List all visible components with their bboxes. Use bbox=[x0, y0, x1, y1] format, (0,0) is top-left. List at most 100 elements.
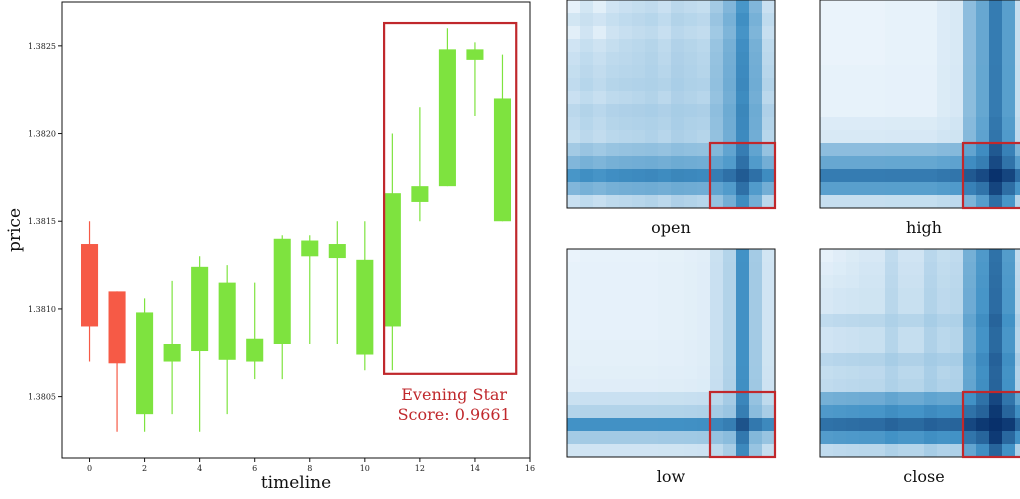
heatmap-cell bbox=[749, 91, 763, 105]
heatmap-cell bbox=[963, 143, 977, 157]
heatmap-cell bbox=[671, 13, 685, 27]
heatmap-cell bbox=[833, 91, 847, 105]
heatmap-cell bbox=[762, 249, 776, 263]
heatmap-cell bbox=[697, 314, 711, 328]
heatmap-cell bbox=[911, 65, 925, 79]
heatmap-cell bbox=[749, 379, 763, 393]
heatmap-cell bbox=[963, 169, 977, 183]
heatmap-cell bbox=[963, 0, 977, 14]
candlestick-chart: 1.3805 1.3810 1.3815 1.3820 1.3825 0 2 4 6 8 10 12… bbox=[5, 1, 535, 493]
heatmap-cell bbox=[723, 91, 737, 105]
heatmap-cell bbox=[684, 249, 698, 263]
heatmap-cell bbox=[762, 327, 776, 341]
heatmap-cell bbox=[684, 65, 698, 79]
heatmap-cell bbox=[937, 340, 951, 354]
heatmap-cell bbox=[885, 275, 899, 289]
candle-body bbox=[411, 186, 429, 202]
heatmap-cell bbox=[911, 26, 925, 40]
heatmap-cell bbox=[671, 288, 685, 302]
heatmap-cell bbox=[950, 249, 964, 263]
heatmap-cell bbox=[859, 130, 873, 144]
heatmap-cell bbox=[833, 169, 847, 183]
heatmap-cell bbox=[710, 418, 724, 432]
heatmap-cell bbox=[924, 249, 938, 263]
heatmap-cell bbox=[606, 262, 620, 276]
heatmap-cell bbox=[911, 301, 925, 315]
heatmap-cell bbox=[658, 39, 672, 53]
heatmap-cell bbox=[658, 130, 672, 144]
heatmap-cell bbox=[684, 405, 698, 419]
heatmap-cell bbox=[924, 39, 938, 53]
heatmap-cell bbox=[1002, 52, 1016, 66]
heatmap-cell bbox=[697, 301, 711, 315]
heatmap-cell bbox=[846, 130, 860, 144]
heatmap-cell bbox=[950, 275, 964, 289]
heatmap-cell bbox=[937, 0, 951, 14]
heatmap-cell bbox=[924, 288, 938, 302]
heatmap-cell bbox=[619, 392, 633, 406]
heatmap-cell bbox=[632, 262, 646, 276]
y-tick-label: 1.3810 bbox=[28, 305, 56, 314]
heatmap-cell bbox=[950, 288, 964, 302]
heatmap-cell bbox=[684, 143, 698, 157]
heatmap-cell bbox=[671, 275, 685, 289]
heatmap-cell bbox=[937, 104, 951, 118]
heatmap-cell bbox=[606, 104, 620, 118]
heatmap-cell bbox=[911, 366, 925, 380]
heatmap-cell bbox=[645, 444, 659, 458]
heatmap-cell bbox=[723, 392, 737, 406]
heatmap-cell bbox=[885, 353, 899, 367]
heatmap-cell bbox=[697, 288, 711, 302]
heatmap-cell bbox=[911, 288, 925, 302]
heatmap-cell bbox=[937, 288, 951, 302]
heatmap-cell bbox=[684, 288, 698, 302]
heatmap-cell bbox=[749, 39, 763, 53]
heatmap-cell bbox=[697, 195, 711, 209]
heatmap-cell bbox=[749, 431, 763, 445]
candle-body bbox=[301, 240, 319, 257]
heatmap-cell bbox=[736, 249, 750, 263]
heatmap-cell bbox=[580, 39, 594, 53]
heatmap-cell bbox=[671, 117, 685, 131]
heatmap-cell bbox=[976, 301, 990, 315]
heatmap-cell bbox=[710, 301, 724, 315]
heatmap-cell bbox=[976, 52, 990, 66]
heatmap-cell bbox=[762, 301, 776, 315]
heatmap-cell bbox=[820, 130, 834, 144]
heatmap-cell bbox=[749, 301, 763, 315]
heatmap-cell bbox=[749, 104, 763, 118]
heatmap-cell bbox=[872, 78, 886, 92]
heatmap-cell bbox=[872, 13, 886, 27]
heatmap-highlight-box bbox=[708, 390, 777, 459]
heatmap-cell bbox=[1002, 392, 1016, 406]
heatmap-cell bbox=[567, 26, 581, 40]
heatmap-cell bbox=[937, 327, 951, 341]
heatmap-cell bbox=[1002, 13, 1016, 27]
heatmap-cell bbox=[950, 26, 964, 40]
heatmap-cell bbox=[859, 182, 873, 196]
heatmap-cell bbox=[684, 392, 698, 406]
heatmap-cell bbox=[762, 444, 776, 458]
heatmap-cell bbox=[632, 444, 646, 458]
heatmap-cell bbox=[950, 418, 964, 432]
heatmap-cell bbox=[593, 65, 607, 79]
heatmap-cell bbox=[846, 182, 860, 196]
heatmap-cell bbox=[924, 340, 938, 354]
heatmap-cell bbox=[632, 275, 646, 289]
heatmap-cell bbox=[976, 13, 990, 27]
heatmap-cell bbox=[885, 0, 899, 14]
heatmap-cell bbox=[580, 392, 594, 406]
heatmap-cell bbox=[989, 392, 1003, 406]
heatmap-cell bbox=[762, 366, 776, 380]
heatmap-cell bbox=[1002, 156, 1016, 170]
heatmap-cell bbox=[989, 275, 1003, 289]
heatmap-cell bbox=[567, 143, 581, 157]
y-tick-label: 1.3815 bbox=[28, 217, 56, 226]
heatmap-cell bbox=[937, 431, 951, 445]
heatmap-cell bbox=[924, 366, 938, 380]
heatmap-cell bbox=[924, 91, 938, 105]
heatmap-cell bbox=[658, 169, 672, 183]
heatmap-cell bbox=[859, 13, 873, 27]
